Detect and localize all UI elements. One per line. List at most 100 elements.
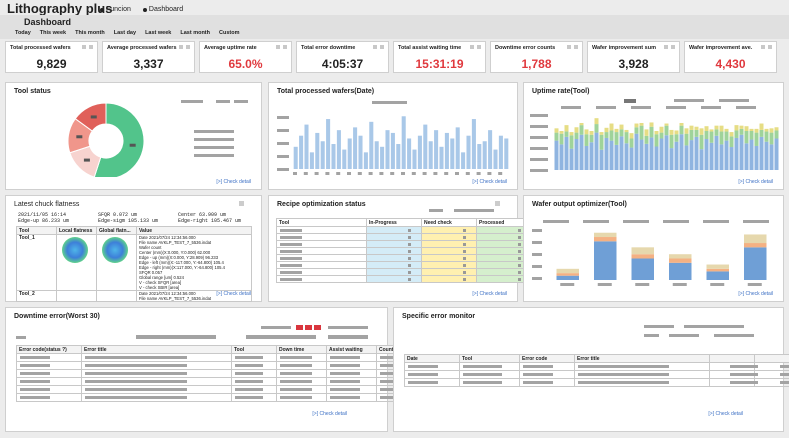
placeholder-text <box>768 45 772 49</box>
placeholder-text <box>85 356 187 359</box>
panel-title: Recipe optimization status <box>277 201 366 208</box>
table-cell <box>459 370 520 379</box>
bar <box>704 131 709 140</box>
placeholder-text <box>83 158 90 162</box>
placeholder-text <box>20 388 50 391</box>
period-option[interactable]: Last week <box>145 30 172 36</box>
nav: Funcion Dashboard <box>100 6 183 13</box>
table-cell <box>754 378 789 387</box>
bar <box>488 130 493 169</box>
bar <box>320 141 325 169</box>
column-header: Local flatness <box>56 226 97 235</box>
bar <box>385 130 390 169</box>
table-cell <box>709 362 758 371</box>
bar <box>679 125 684 135</box>
placeholder-text <box>644 334 659 337</box>
placeholder-text <box>743 220 769 223</box>
placeholder-text <box>330 388 360 391</box>
tab-title[interactable]: Dashboard <box>24 17 72 27</box>
check-detail-link[interactable]: [>] Check detail <box>472 179 507 185</box>
bar <box>754 145 759 170</box>
period-option[interactable]: Custom <box>219 30 240 36</box>
placeholder-text <box>194 130 234 133</box>
bar <box>564 131 569 137</box>
check-detail-link[interactable]: [>] Check detail <box>738 291 773 297</box>
bar <box>649 126 654 138</box>
period-option[interactable]: Last day <box>113 30 137 36</box>
check-detail-link[interactable]: [>] Check detail <box>708 411 743 417</box>
check-detail-link[interactable]: [>] Check detail <box>312 411 347 417</box>
donut-segment <box>74 102 107 132</box>
table-row: Tool_2 Date 2021/07/24 12:34:56.000 File n… <box>16 290 252 302</box>
placeholder-text <box>518 229 521 232</box>
placeholder-text <box>276 45 280 49</box>
placeholder-text <box>463 278 466 281</box>
kpi-card: Total assist waiting time 15:31:19 <box>393 41 486 73</box>
placeholder-text <box>89 45 93 49</box>
table-cell <box>16 385 82 394</box>
period-option[interactable]: Today <box>15 30 31 36</box>
kpi-card: Average uptime rate 65.0% <box>199 41 292 73</box>
check-detail-link[interactable]: [>] Check detail <box>472 291 507 297</box>
bar <box>754 128 759 133</box>
placeholder-text <box>780 373 789 376</box>
column-header: Tool <box>459 354 520 363</box>
table-row: Tool_1 Date 2021/07/24 12:34:56.000 File n… <box>16 234 252 291</box>
period-option[interactable]: This week <box>39 30 67 36</box>
wafer-map-cell <box>56 290 97 302</box>
bar <box>579 122 584 126</box>
bar <box>639 139 644 170</box>
table-cell <box>81 353 232 362</box>
table-cell <box>404 378 460 387</box>
table-cell <box>276 254 367 262</box>
placeholder-text <box>408 236 411 239</box>
bar <box>559 144 564 170</box>
bar <box>754 132 759 146</box>
period-option[interactable]: Last month <box>180 30 210 36</box>
check-detail-link[interactable]: [>] Check detail <box>738 179 773 185</box>
placeholder-text <box>235 356 263 359</box>
placeholder-text <box>444 172 449 175</box>
table-cell <box>16 377 82 386</box>
bar <box>450 138 455 169</box>
placeholder-text <box>347 172 351 175</box>
placeholder-text <box>129 143 136 147</box>
table-cell <box>366 233 422 241</box>
placeholder-text <box>408 278 411 281</box>
bar <box>706 268 729 272</box>
placeholder-text <box>518 243 521 246</box>
placeholder-text <box>684 325 744 328</box>
table-cell <box>276 369 327 378</box>
placeholder-text <box>235 364 263 367</box>
check-detail-link[interactable]: [>] Check detail <box>216 179 251 185</box>
nav-item[interactable]: Dashboard <box>142 6 183 13</box>
bar <box>444 132 449 169</box>
table-cell <box>421 247 477 255</box>
bar <box>744 143 749 170</box>
table-cell <box>326 369 377 378</box>
placeholder-text <box>277 142 289 145</box>
placeholder-text <box>20 396 50 399</box>
bar <box>614 128 619 133</box>
placeholder-text <box>730 373 758 376</box>
bar <box>559 133 564 145</box>
bar <box>353 127 358 169</box>
placeholder-text <box>261 326 291 329</box>
column-header: Error title <box>81 345 232 354</box>
bar <box>619 136 624 170</box>
table-row <box>16 369 407 378</box>
placeholder-text <box>280 364 312 367</box>
placeholder-text <box>518 236 521 239</box>
bar <box>461 152 466 169</box>
period-option[interactable]: This month <box>75 30 105 36</box>
bar <box>439 146 444 169</box>
bar <box>624 143 629 170</box>
bar <box>774 127 779 131</box>
table-cell <box>16 393 82 402</box>
nav-item[interactable]: Funcion <box>100 6 131 13</box>
bar <box>477 144 482 169</box>
table-cell <box>326 393 377 402</box>
bar <box>669 129 674 135</box>
bar <box>749 128 754 132</box>
placeholder-text <box>523 373 553 376</box>
